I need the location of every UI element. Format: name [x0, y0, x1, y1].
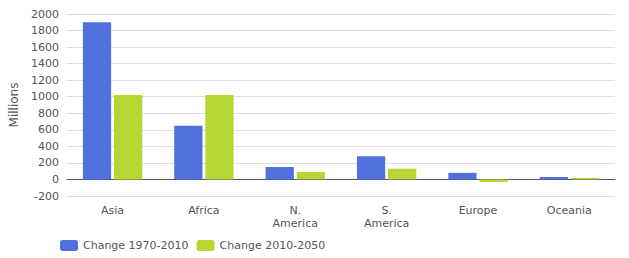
svg-text:Oceania: Oceania [547, 204, 592, 217]
svg-text:S.: S. [381, 204, 391, 217]
svg-text:0: 0 [52, 173, 59, 186]
svg-text:200: 200 [38, 156, 59, 169]
svg-text:N.: N. [289, 204, 301, 217]
svg-text:1600: 1600 [31, 41, 59, 54]
svg-text:1800: 1800 [31, 24, 59, 37]
svg-text:America: America [364, 217, 409, 230]
svg-text:Change 2010-2050: Change 2010-2050 [220, 239, 326, 252]
svg-text:400: 400 [38, 140, 59, 153]
svg-text:600: 600 [38, 123, 59, 136]
svg-text:800: 800 [38, 107, 59, 120]
svg-text:-200: -200 [34, 190, 59, 203]
svg-text:Africa: Africa [188, 204, 219, 217]
svg-text:Change 1970-2010: Change 1970-2010 [83, 239, 189, 252]
svg-text:1400: 1400 [31, 57, 59, 70]
svg-text:Millions: Millions [7, 83, 21, 128]
svg-text:America: America [273, 217, 318, 230]
svg-text:1200: 1200 [31, 74, 59, 87]
svg-text:1000: 1000 [31, 90, 59, 103]
svg-text:2000: 2000 [31, 8, 59, 21]
svg-text:Europe: Europe [459, 204, 498, 217]
svg-text:Asia: Asia [101, 204, 124, 217]
